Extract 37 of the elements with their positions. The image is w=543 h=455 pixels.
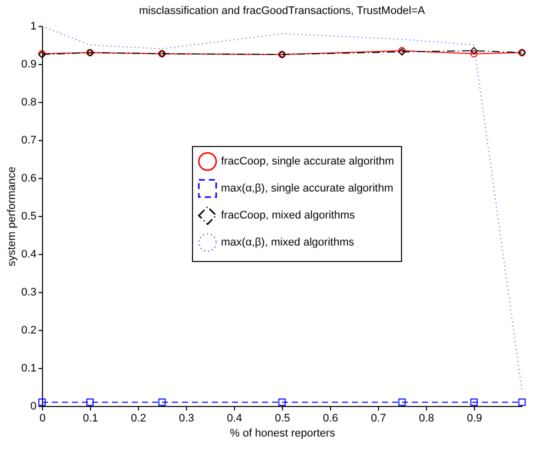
x-tick-label: 0.4	[226, 412, 242, 424]
x-tick-label: 0	[39, 412, 46, 424]
point	[470, 50, 478, 58]
y-tick-label: 0.1	[21, 362, 36, 374]
y-tick-label: 0.9	[21, 58, 36, 70]
x-tick-label: 0.5	[274, 412, 290, 424]
point	[470, 47, 478, 54]
point	[86, 398, 94, 406]
legend-label: max(α,β), single accurate algorithm	[221, 182, 394, 194]
legend-label: max(α,β), mixed algorithms	[221, 236, 355, 248]
y-axis-title: system performance	[6, 166, 18, 266]
x-tick-label: 0.9	[466, 412, 482, 424]
point	[398, 398, 406, 406]
x-tick-label: 0.7	[370, 412, 386, 424]
chart-title: misclassification and fracGoodTransactions, TrustModel=A	[138, 5, 426, 17]
y-tick-label: 0.7	[21, 134, 36, 146]
y-tick-label: 0.3	[21, 286, 36, 298]
point	[278, 398, 286, 406]
line-series	[42, 26, 522, 392]
legend-label: fracCoop, mixed algorithms	[221, 210, 356, 222]
point	[158, 398, 166, 406]
y-tick-label: 1	[30, 20, 36, 32]
y-tick-label: 0.6	[21, 172, 36, 184]
point	[470, 398, 478, 406]
y-tick-label: 0.2	[21, 324, 36, 336]
x-tick-label: 0.3	[178, 412, 194, 424]
x-tick-label: 0.6	[322, 412, 338, 424]
y-tick-label: 0.8	[21, 96, 36, 108]
y-tick-label: 0	[30, 400, 36, 412]
y-tick-label: 0.4	[21, 248, 36, 260]
x-tick-label: 0.8	[418, 412, 434, 424]
y-tick-label: 0.5	[21, 210, 36, 222]
legend-label: fracCoop, single accurate algorithm	[221, 156, 394, 168]
x-tick-label: 0.2	[130, 412, 146, 424]
point	[518, 398, 526, 406]
x-axis-title: % of honest reporters	[230, 428, 336, 440]
x-tick-label: 0.1	[82, 412, 98, 424]
